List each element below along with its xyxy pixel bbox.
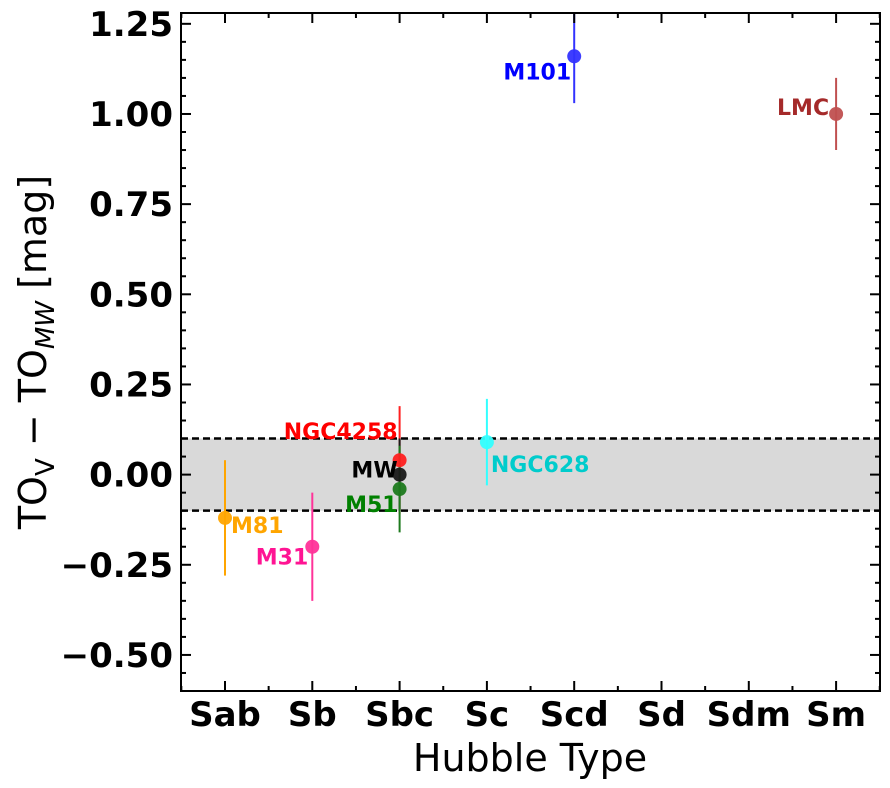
y-tick-label: 0.00	[89, 456, 173, 496]
point-m31	[305, 539, 320, 554]
point-label-ngc4258: NGC4258	[284, 420, 398, 445]
y-tick-label: 0.50	[89, 275, 173, 315]
y-axis-title: TOV − TOMW [mag]	[11, 175, 61, 530]
mw-band	[181, 438, 880, 511]
x-tick-label: Sm	[806, 695, 866, 735]
y-tick-label: 0.75	[89, 185, 173, 225]
point-label-mw: MW	[351, 459, 397, 484]
y-tick-label: 1.25	[89, 5, 173, 45]
point-ngc4258	[392, 453, 407, 468]
x-axis-title: Hubble Type	[413, 736, 647, 780]
x-tick-label: Sd	[637, 695, 686, 735]
point-label-m101: M101	[503, 60, 571, 85]
point-ngc628	[479, 435, 494, 450]
y-tick-label: 1.00	[89, 95, 173, 135]
x-tick-label: Sdm	[707, 695, 791, 735]
x-tick-label: Sbc	[365, 695, 434, 735]
point-m51	[392, 482, 407, 497]
y-tick-label: −0.25	[61, 546, 173, 586]
point-label-ngc628: NGC628	[491, 453, 590, 478]
y-tick-label: 0.25	[89, 365, 173, 405]
x-tick-label: Sab	[189, 695, 261, 735]
point-label-m81: M81	[231, 514, 284, 539]
point-lmc	[829, 106, 844, 121]
y-tick-label: −0.50	[61, 636, 173, 676]
point-m101	[567, 49, 582, 64]
point-m81	[218, 510, 232, 525]
x-tick-label: Scd	[540, 695, 609, 735]
x-tick-label: Sb	[288, 695, 337, 735]
plot-frame	[180, 12, 881, 692]
point-mw	[392, 467, 407, 482]
point-label-m31: M31	[256, 546, 309, 571]
point-label-lmc: LMC	[777, 96, 829, 121]
x-tick-label: Sc	[465, 695, 510, 735]
point-label-m51: M51	[345, 493, 398, 518]
